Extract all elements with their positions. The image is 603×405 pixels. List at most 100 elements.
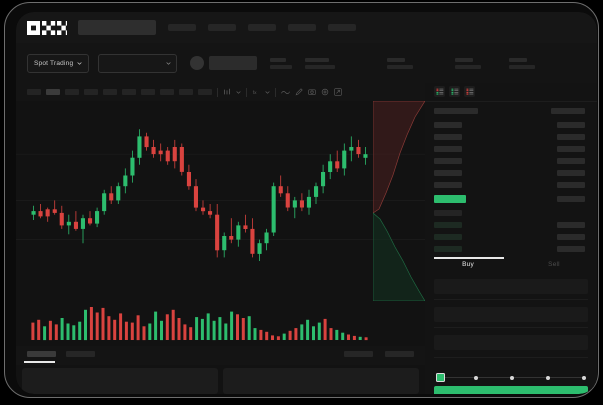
bottom-action-2[interactable]	[385, 351, 414, 357]
timeframe-button-3[interactable]	[65, 89, 79, 95]
candlestick-plot	[16, 129, 425, 261]
timeframe-button-9[interactable]	[179, 89, 193, 95]
amount-input[interactable]	[434, 307, 588, 322]
candlestick-type-icon[interactable]	[223, 88, 231, 96]
timeframe-button-7[interactable]	[141, 89, 155, 95]
stat-value	[270, 64, 293, 69]
tab-buy[interactable]: Buy	[462, 261, 474, 268]
ask-row-amount[interactable]	[557, 122, 585, 128]
bottom-action-1[interactable]	[344, 351, 373, 357]
orderbook[interactable]	[425, 102, 597, 272]
okx-logo-icon[interactable]	[27, 20, 67, 35]
slider-stop-75[interactable]	[546, 375, 550, 380]
bottom-panel-left[interactable]	[22, 368, 218, 394]
timeframe-button-2[interactable]	[46, 89, 60, 95]
orderbook-header-value	[551, 108, 585, 114]
ask-row-price[interactable]	[434, 170, 462, 176]
top-navigation-bar	[16, 12, 597, 43]
ask-row-amount[interactable]	[557, 170, 585, 176]
stat-block-5	[509, 57, 536, 69]
slider-stop-25[interactable]	[474, 375, 478, 380]
ask-row-amount[interactable]	[557, 134, 585, 140]
tab-open-orders[interactable]	[27, 351, 56, 357]
bid-row-price[interactable]	[434, 234, 462, 240]
chevron-down-icon	[166, 61, 171, 65]
bid-row-price[interactable]	[434, 222, 462, 228]
ask-row-amount[interactable]	[557, 182, 585, 188]
bid-row-amount[interactable]	[557, 234, 585, 240]
form-divider	[434, 327, 588, 328]
total-input[interactable]	[434, 335, 588, 350]
fullscreen-expand-icon[interactable]	[334, 88, 342, 96]
orderbook-mode-asks-icon[interactable]	[464, 86, 475, 97]
orderbook-mode-bids-icon[interactable]	[449, 86, 460, 97]
form-divider	[434, 299, 588, 300]
timeframe-button-8[interactable]	[160, 89, 174, 95]
slider-stop-50[interactable]	[510, 375, 514, 380]
slider-handle[interactable]	[436, 373, 445, 382]
ask-row-price[interactable]	[434, 182, 462, 188]
tab-sell[interactable]: Sell	[548, 261, 560, 268]
chevron-down-icon[interactable]	[236, 90, 241, 94]
search-input[interactable]	[78, 20, 156, 35]
timeframe-button-6[interactable]	[122, 89, 136, 95]
orderbook-and-trade-panel: Buy Sell	[425, 83, 597, 394]
chevron-down-icon[interactable]	[265, 90, 270, 94]
gear-settings-icon[interactable]	[321, 88, 329, 96]
stat-value	[387, 64, 414, 69]
stat-label	[509, 57, 528, 62]
nav-item-derivatives[interactable]	[248, 24, 276, 31]
orders-panels	[16, 365, 425, 394]
price-input[interactable]	[434, 279, 588, 294]
bid-row-price[interactable]	[434, 246, 462, 252]
orderbook-spread-value	[557, 196, 585, 202]
bottom-panel-right[interactable]	[223, 368, 419, 394]
active-tab-underline	[24, 361, 55, 363]
stat-value	[509, 64, 536, 69]
trendline-wave-icon[interactable]	[281, 89, 290, 96]
ask-row-price[interactable]	[434, 134, 462, 140]
toolbar-divider	[246, 87, 247, 97]
nav-item-earn[interactable]	[288, 24, 316, 31]
device-bezel: Spot Trading	[4, 2, 599, 398]
timeframe-button-10[interactable]	[198, 89, 212, 95]
candlestick-chart[interactable]	[16, 101, 425, 301]
stat-block-3	[387, 57, 414, 69]
pencil-draw-icon[interactable]	[295, 88, 303, 96]
toolbar-divider	[217, 87, 218, 97]
instrument-header: Spot Trading	[16, 43, 597, 83]
timeframe-button-4[interactable]	[84, 89, 98, 95]
orders-tab-bar	[16, 346, 425, 365]
orderbook-mode-both-icon[interactable]	[434, 86, 445, 97]
ask-row-price[interactable]	[434, 146, 462, 152]
nav-item-more[interactable]	[328, 24, 356, 31]
bid-row-price[interactable]	[434, 210, 462, 216]
trading-mode-select[interactable]: Spot Trading	[27, 53, 90, 73]
stat-value	[305, 64, 336, 69]
nav-item-markets[interactable]	[168, 24, 196, 31]
stat-label	[387, 57, 406, 62]
tab-order-history[interactable]	[66, 351, 95, 357]
camera-snapshot-icon[interactable]	[308, 88, 316, 96]
trade-form: Buy Sell	[425, 257, 597, 394]
ask-row-amount[interactable]	[557, 158, 585, 164]
bid-row-amount[interactable]	[557, 246, 585, 252]
form-divider	[434, 357, 588, 358]
indicator-icon[interactable]: fx	[252, 88, 260, 96]
amount-percent-slider[interactable]	[436, 373, 588, 382]
ask-row-price[interactable]	[434, 122, 462, 128]
stat-label	[305, 57, 330, 62]
bid-row-amount[interactable]	[557, 222, 585, 228]
stat-block-2	[305, 57, 336, 69]
orderbook-spread-price	[434, 195, 466, 203]
ask-row-price[interactable]	[434, 158, 462, 164]
nav-item-trade[interactable]	[208, 24, 236, 31]
slider-stop-100[interactable]	[582, 375, 586, 380]
volume-chart[interactable]	[16, 301, 425, 346]
submit-buy-button[interactable]	[434, 386, 588, 394]
ask-row-amount[interactable]	[557, 146, 585, 152]
timeframe-button-5[interactable]	[103, 89, 117, 95]
trading-pair-select[interactable]	[98, 53, 178, 73]
timeframe-button-1[interactable]	[27, 89, 41, 95]
